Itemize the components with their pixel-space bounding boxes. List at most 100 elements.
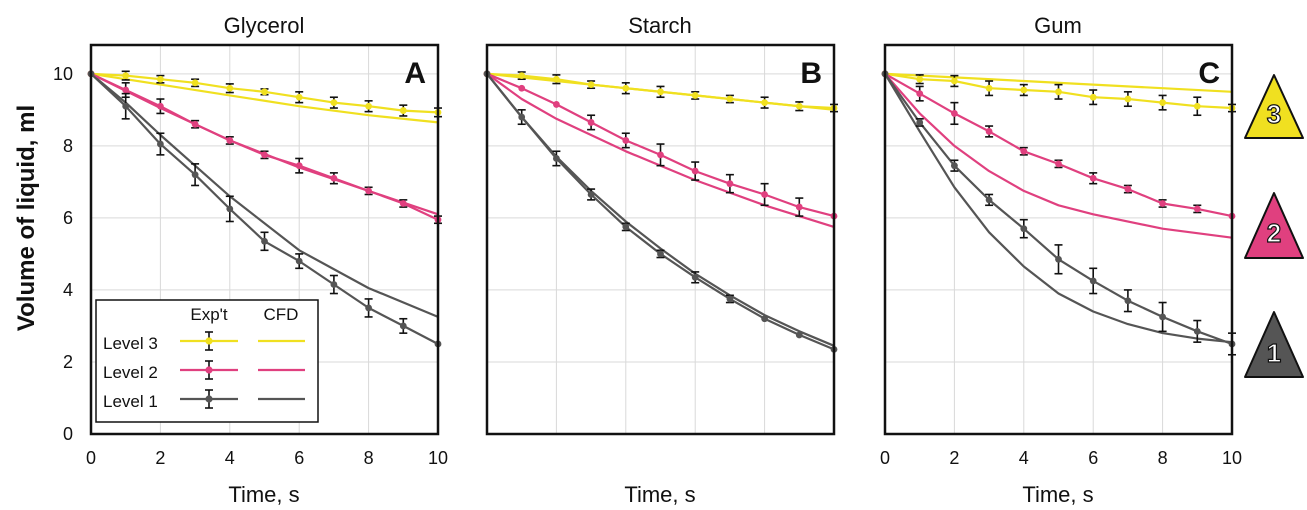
panel-glycerol: Glycerol Time, s A 0 2 4 6 8 10 0 2 4 6 8 10 (53, 13, 448, 507)
data-point-level-3 (157, 75, 164, 83)
cfd-line-level-2 (884, 73, 1233, 239)
data-point-level-2 (122, 86, 130, 94)
panel-title: Starch (628, 13, 692, 38)
data-point-level-1 (1055, 255, 1062, 263)
data-point-level-1 (226, 205, 234, 213)
x-tick-label: 4 (225, 448, 235, 468)
data-point-level-1 (295, 257, 303, 265)
panel-gum: Gum Time, s C 0 2 4 6 8 10 (880, 13, 1242, 507)
x-tick-label: 6 (294, 448, 304, 468)
plot-frame (485, 43, 836, 436)
data-point-level-2 (985, 128, 993, 135)
data-point-level-1 (587, 191, 595, 198)
data-point-level-3 (1193, 102, 1201, 110)
data-point-level-2 (1124, 185, 1132, 193)
legend-label-level-2: Level 2 (103, 363, 158, 382)
data-point-level-1 (330, 281, 338, 288)
data-point-level-1 (1193, 327, 1201, 335)
x-tick-label: 6 (1088, 448, 1098, 468)
gridlines (885, 45, 1232, 434)
data-point-level-1 (399, 322, 407, 330)
x-axis-label: Time, s (624, 482, 695, 507)
data-point-level-2 (261, 151, 268, 159)
badge-level-1-text: 1 (1267, 338, 1281, 368)
data-point-level-2 (1020, 147, 1028, 155)
data-point-level-1 (157, 140, 164, 148)
data-point-level-1 (761, 315, 768, 323)
data-point-level-1 (795, 331, 803, 339)
data-point-level-3 (622, 84, 630, 92)
x-tick-label: 8 (1158, 448, 1168, 468)
plot-frame (883, 43, 1234, 436)
x-tick-label: 0 (880, 448, 890, 468)
legend-marker-level-3 (205, 337, 213, 345)
data-point-level-1 (191, 171, 199, 179)
data-point-level-1 (691, 273, 699, 281)
data-point-level-2 (518, 84, 526, 92)
cfd-line-level-3 (90, 72, 439, 124)
badge-level-3-triangle (1244, 74, 1304, 139)
data-point-level-1 (985, 196, 993, 204)
data-point-level-3 (553, 75, 560, 83)
data-point-level-1 (657, 250, 664, 258)
y-tick-label: 6 (63, 208, 73, 228)
data-point-level-3 (191, 79, 199, 87)
data-point-level-1 (726, 295, 734, 303)
x-axis-label: Time, s (228, 482, 299, 507)
legend: Exp't CFD Level 3 Level 2 Level 1 (95, 299, 319, 423)
exp-line-level-2 (90, 72, 439, 221)
data-point-level-2 (726, 180, 734, 188)
panel-letter: B (800, 57, 822, 90)
cfd-line-level-1 (90, 72, 439, 318)
badge-level-3-text: 3 (1267, 99, 1281, 129)
data-point-level-1 (1159, 313, 1166, 321)
data-point-level-3 (295, 93, 303, 101)
data-point-level-3 (518, 72, 526, 80)
data-point-level-3 (122, 72, 130, 80)
data-point-level-2 (553, 101, 560, 108)
x-tick-label: 4 (1019, 448, 1029, 468)
data-point-level-2 (330, 174, 338, 182)
data-point-level-1 (1124, 297, 1132, 305)
data-point-level-3 (399, 107, 407, 114)
data-point-level-1 (1020, 225, 1028, 233)
data-point-level-3 (1055, 88, 1062, 96)
data-point-level-3 (1124, 95, 1132, 103)
data-point-level-2 (657, 151, 664, 159)
legend-marker-level-1 (205, 395, 213, 403)
level-badges: 3 2 1 (1244, 74, 1304, 378)
x-tick-label: 10 (428, 448, 448, 468)
x-tick-label: 8 (364, 448, 374, 468)
data-point-level-3 (365, 102, 372, 110)
x-axis-label: Time, s (1022, 482, 1093, 507)
panel-starch: Starch Time, s B (483, 13, 838, 507)
x-tick-label: 10 (1222, 448, 1242, 468)
legend-label-level-3: Level 3 (103, 334, 158, 353)
data-point-level-2 (365, 187, 372, 195)
data-point-level-2 (795, 203, 803, 211)
data-point-level-2 (191, 120, 199, 128)
data-point-level-2 (157, 102, 164, 110)
y-tick-label: 0 (63, 424, 73, 444)
data-point-level-3 (226, 84, 234, 92)
panel-letter: C (1198, 57, 1220, 90)
badge-level-1-triangle (1244, 311, 1304, 378)
data-point-level-2 (761, 191, 768, 198)
x-tick-label: 2 (155, 448, 165, 468)
exp-line-level-1 (884, 73, 1233, 346)
data-point-level-2 (399, 200, 407, 207)
y-axis-label: Volume of liquid, ml (13, 105, 40, 331)
data-point-level-1 (916, 119, 924, 126)
data-point-level-2 (1159, 200, 1166, 207)
data-point-level-2 (691, 167, 699, 175)
data-point-level-2 (1089, 174, 1097, 182)
legend-marker-level-2 (205, 366, 213, 374)
data-point-level-1 (622, 223, 630, 231)
data-point-level-3 (1020, 86, 1028, 94)
panel-letter: A (404, 57, 426, 90)
y-tick-label: 10 (53, 64, 73, 84)
legend-label-level-1: Level 1 (103, 392, 158, 411)
y-tick-label: 2 (63, 352, 73, 372)
data-point-level-3 (916, 75, 924, 83)
